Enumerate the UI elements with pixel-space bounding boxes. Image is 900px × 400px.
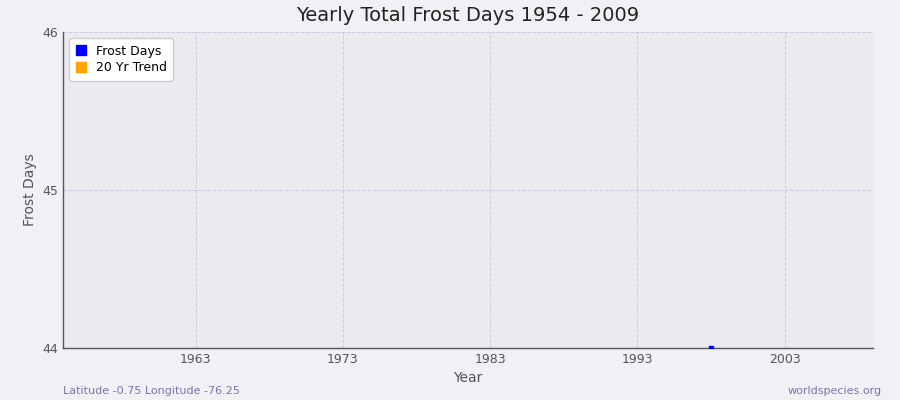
Legend: Frost Days, 20 Yr Trend: Frost Days, 20 Yr Trend — [69, 38, 173, 80]
Y-axis label: Frost Days: Frost Days — [22, 154, 37, 226]
Text: worldspecies.org: worldspecies.org — [788, 386, 882, 396]
X-axis label: Year: Year — [454, 372, 482, 386]
Text: Latitude -0.75 Longitude -76.25: Latitude -0.75 Longitude -76.25 — [63, 386, 240, 396]
Title: Yearly Total Frost Days 1954 - 2009: Yearly Total Frost Days 1954 - 2009 — [296, 6, 640, 25]
